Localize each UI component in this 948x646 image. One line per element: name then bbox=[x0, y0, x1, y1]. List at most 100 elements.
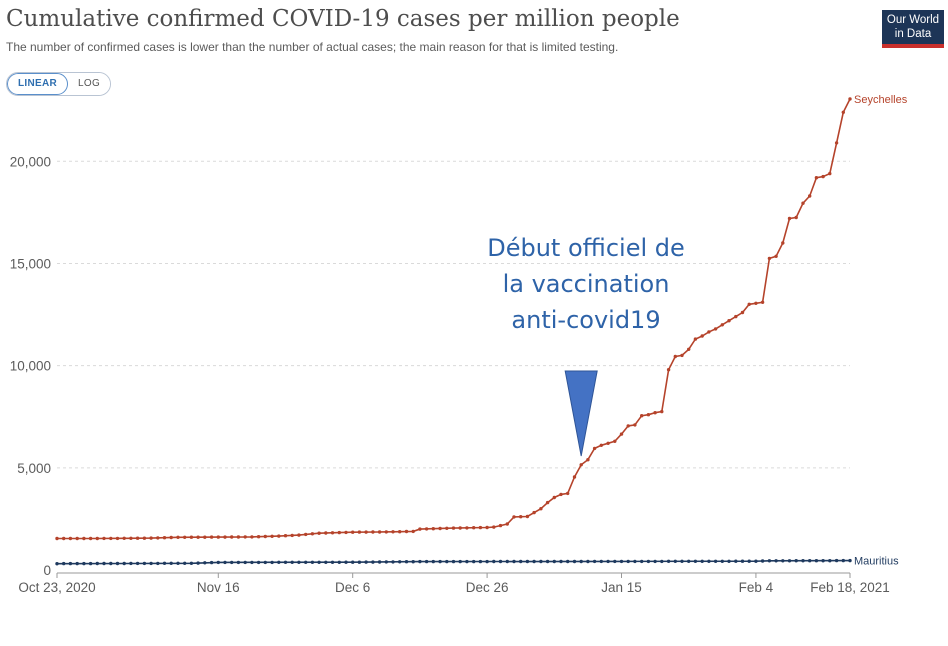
data-point bbox=[290, 533, 294, 538]
data-point bbox=[297, 560, 301, 564]
data-point bbox=[169, 535, 173, 540]
data-point bbox=[398, 560, 402, 564]
data-point bbox=[263, 534, 267, 539]
data-point bbox=[270, 560, 274, 565]
data-point bbox=[357, 530, 362, 534]
data-point bbox=[525, 514, 530, 519]
data-point bbox=[55, 536, 59, 541]
data-point bbox=[156, 536, 160, 540]
data-point bbox=[505, 559, 509, 564]
owid-logo[interactable]: Our World in Data bbox=[882, 10, 944, 48]
data-point bbox=[572, 559, 577, 564]
data-point bbox=[619, 559, 624, 564]
data-point bbox=[424, 559, 429, 564]
data-point bbox=[203, 561, 207, 565]
data-point bbox=[821, 174, 825, 179]
scale-toggle: LINEAR LOG bbox=[6, 72, 112, 96]
data-point bbox=[216, 560, 220, 565]
data-point bbox=[230, 560, 234, 565]
data-point bbox=[814, 176, 819, 180]
data-point bbox=[176, 561, 180, 565]
data-point bbox=[250, 560, 254, 565]
data-point bbox=[720, 559, 724, 563]
data-point bbox=[525, 559, 530, 564]
x-tick-label: Feb 18, 2021 bbox=[810, 580, 890, 595]
y-tick-label: 10,000 bbox=[10, 359, 51, 374]
data-point bbox=[606, 441, 610, 445]
data-point bbox=[734, 559, 738, 563]
y-tick-label: 15,000 bbox=[10, 256, 51, 271]
data-point bbox=[848, 558, 852, 563]
data-point bbox=[559, 559, 563, 564]
data-point bbox=[330, 560, 335, 564]
data-point bbox=[828, 559, 832, 563]
data-point bbox=[592, 559, 597, 564]
data-point bbox=[371, 530, 375, 534]
data-point bbox=[256, 535, 261, 539]
data-point bbox=[545, 559, 550, 564]
data-point bbox=[532, 510, 536, 515]
data-point bbox=[458, 526, 462, 530]
data-point bbox=[223, 560, 227, 565]
data-point bbox=[808, 559, 812, 563]
data-point bbox=[519, 559, 523, 564]
data-point bbox=[149, 561, 153, 566]
data-point bbox=[687, 559, 691, 563]
data-point bbox=[297, 533, 301, 537]
data-point bbox=[767, 559, 772, 563]
linear-scale-button[interactable]: LINEAR bbox=[7, 73, 69, 95]
data-point bbox=[505, 522, 509, 526]
data-point bbox=[781, 559, 785, 563]
data-point bbox=[317, 560, 321, 564]
data-point bbox=[324, 531, 328, 535]
data-point bbox=[673, 559, 677, 563]
data-point bbox=[465, 526, 469, 530]
data-point bbox=[377, 560, 382, 564]
data-point bbox=[196, 561, 200, 565]
data-point bbox=[680, 353, 684, 358]
data-point bbox=[82, 536, 86, 541]
data-point bbox=[431, 559, 435, 564]
data-point bbox=[438, 526, 442, 531]
data-point bbox=[243, 535, 247, 539]
data-point bbox=[162, 561, 167, 565]
data-point bbox=[572, 475, 577, 479]
data-point bbox=[169, 561, 173, 565]
data-point bbox=[828, 171, 832, 176]
data-point bbox=[122, 561, 126, 566]
data-point bbox=[633, 559, 637, 564]
data-point bbox=[424, 527, 429, 531]
data-point bbox=[55, 562, 59, 566]
data-point bbox=[95, 536, 100, 541]
data-point bbox=[586, 458, 590, 462]
data-point bbox=[498, 559, 503, 564]
data-point bbox=[808, 194, 812, 198]
data-point bbox=[418, 527, 422, 531]
data-point bbox=[660, 559, 664, 564]
data-point bbox=[115, 561, 120, 566]
data-point bbox=[754, 301, 758, 305]
annotation-line-3: anti-covid19 bbox=[511, 306, 661, 334]
data-point bbox=[223, 535, 227, 539]
y-tick-label: 0 bbox=[43, 563, 51, 578]
data-point bbox=[660, 409, 664, 414]
data-point bbox=[411, 560, 415, 564]
data-point bbox=[687, 347, 691, 351]
data-point bbox=[673, 354, 677, 359]
data-point bbox=[283, 560, 288, 564]
data-point bbox=[485, 559, 489, 564]
data-point bbox=[512, 559, 516, 564]
data-point bbox=[68, 561, 73, 566]
data-point bbox=[801, 559, 805, 563]
data-point bbox=[324, 560, 328, 564]
data-point bbox=[613, 559, 617, 564]
data-point bbox=[129, 536, 133, 540]
data-point bbox=[774, 254, 778, 258]
data-point bbox=[183, 535, 187, 539]
data-point bbox=[384, 530, 388, 534]
data-point bbox=[532, 559, 536, 564]
data-point bbox=[176, 535, 180, 539]
log-scale-button[interactable]: LOG bbox=[68, 73, 111, 95]
data-point bbox=[619, 432, 624, 436]
chart-subtitle: The number of confirmed cases is lower t… bbox=[6, 40, 619, 54]
